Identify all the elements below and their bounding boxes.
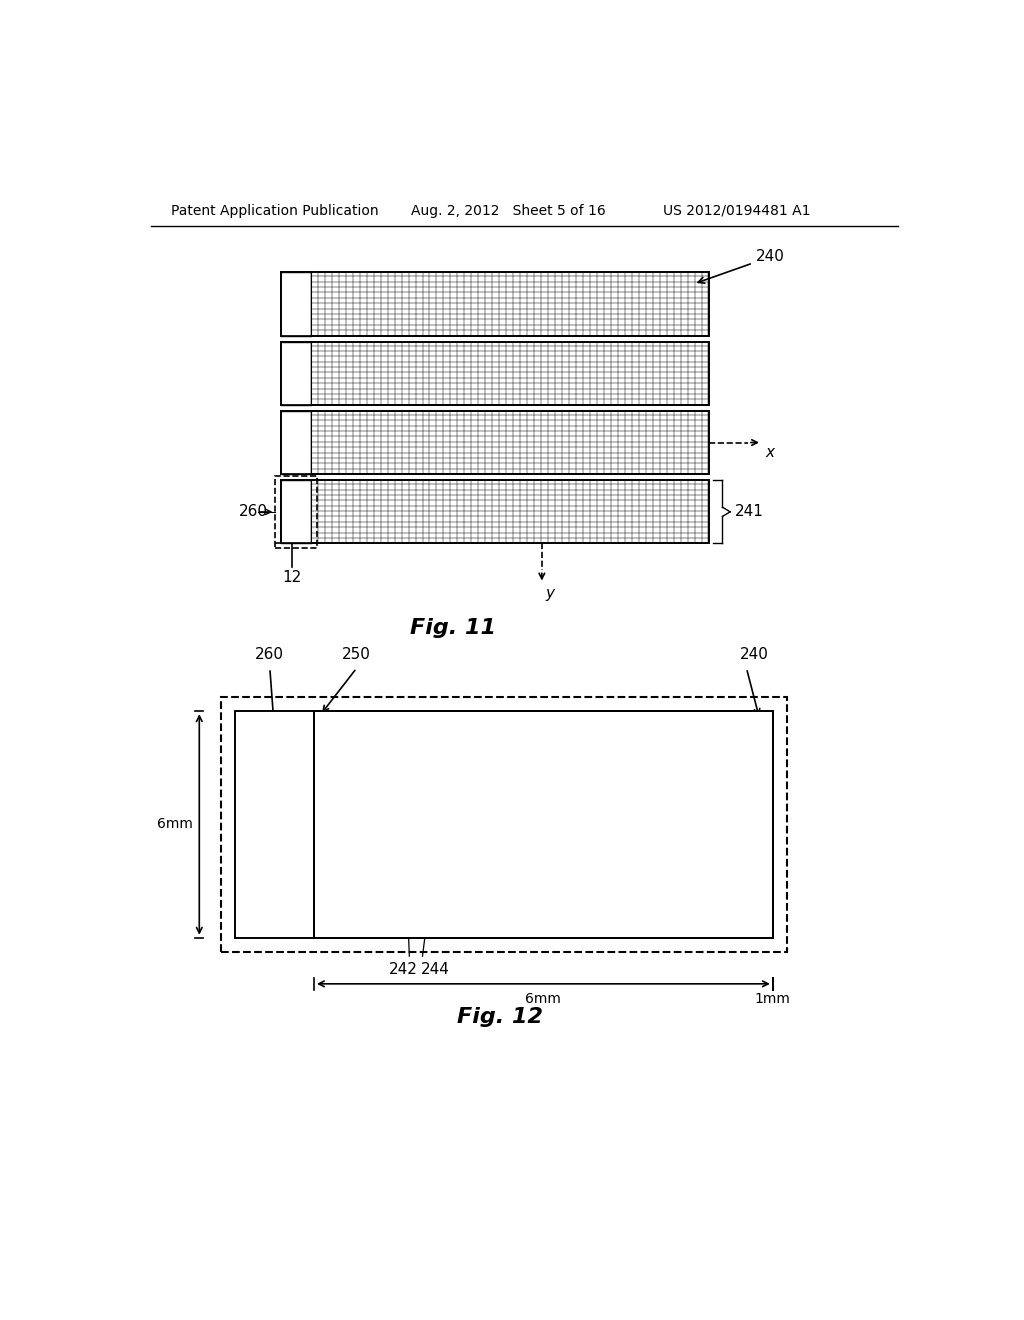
Bar xyxy=(234,711,314,937)
Bar xyxy=(282,480,710,544)
Bar xyxy=(314,711,773,937)
Text: 260: 260 xyxy=(255,647,285,663)
Bar xyxy=(234,711,314,937)
Bar xyxy=(282,480,710,544)
Text: 242: 242 xyxy=(389,962,418,977)
Text: 240: 240 xyxy=(698,249,784,284)
Bar xyxy=(282,480,311,544)
Bar xyxy=(314,711,773,937)
Text: 241: 241 xyxy=(735,504,764,519)
Bar xyxy=(282,411,311,474)
Text: y: y xyxy=(546,586,555,601)
Text: 260: 260 xyxy=(239,504,268,519)
Text: 244: 244 xyxy=(421,962,451,977)
Text: x: x xyxy=(765,445,774,459)
Text: 6mm: 6mm xyxy=(525,991,561,1006)
Bar xyxy=(282,342,710,405)
Text: 12: 12 xyxy=(283,570,302,585)
Text: Aug. 2, 2012   Sheet 5 of 16: Aug. 2, 2012 Sheet 5 of 16 xyxy=(411,203,605,218)
Text: 240: 240 xyxy=(740,647,769,663)
Text: Fig. 11: Fig. 11 xyxy=(411,618,497,638)
Text: Fig. 12: Fig. 12 xyxy=(457,1007,543,1027)
Bar xyxy=(221,697,786,952)
Text: 250: 250 xyxy=(342,647,371,663)
Bar xyxy=(282,342,710,405)
Text: 6mm: 6mm xyxy=(158,817,194,832)
Bar xyxy=(282,272,710,335)
Bar xyxy=(275,475,317,548)
Text: 1mm: 1mm xyxy=(755,991,791,1006)
Bar xyxy=(282,272,311,335)
Text: US 2012/0194481 A1: US 2012/0194481 A1 xyxy=(663,203,810,218)
Bar xyxy=(282,411,710,474)
Bar xyxy=(282,411,710,474)
Bar xyxy=(282,272,710,335)
Text: Patent Application Publication: Patent Application Publication xyxy=(171,203,378,218)
Bar xyxy=(282,342,311,405)
